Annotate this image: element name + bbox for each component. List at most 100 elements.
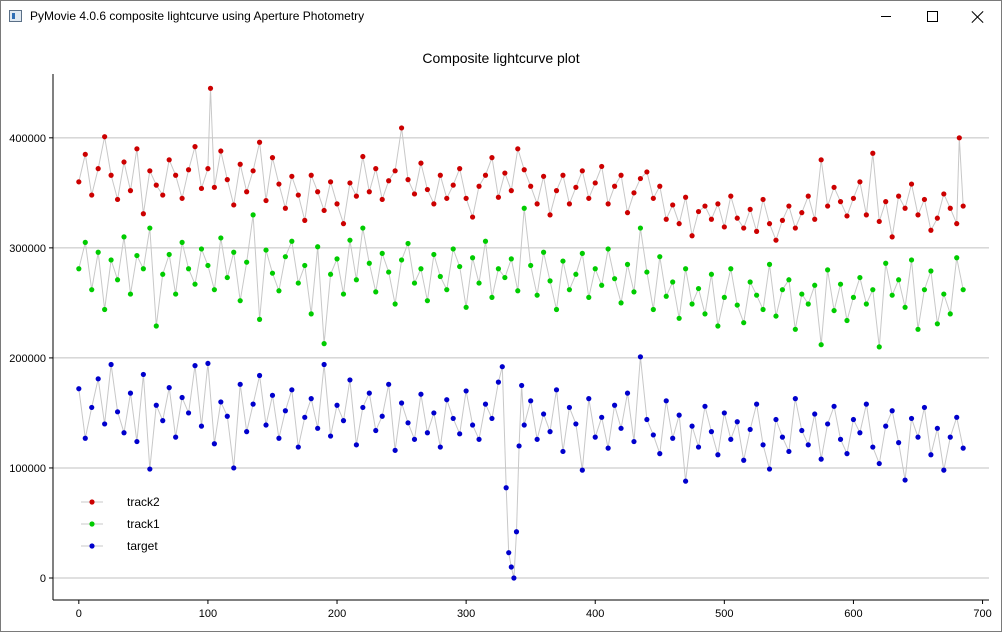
track2-point — [489, 155, 495, 161]
track1-point — [812, 282, 818, 288]
target-point — [308, 396, 314, 402]
track1-point — [153, 323, 159, 329]
track2-point — [353, 193, 359, 199]
track1-point — [586, 294, 592, 300]
target-point — [379, 413, 385, 419]
track1-point — [198, 246, 205, 252]
track1-point — [244, 259, 250, 265]
track1-point — [741, 320, 747, 326]
minimize-button[interactable] — [863, 1, 909, 32]
track2-point — [237, 161, 243, 167]
target-point — [818, 456, 824, 462]
track1-point — [670, 279, 676, 285]
track2-point — [818, 157, 824, 163]
track2-point — [928, 227, 934, 233]
track1-point — [566, 287, 573, 293]
target-point — [256, 372, 263, 379]
track1-point — [76, 266, 82, 272]
track1-point — [941, 291, 947, 297]
track2-point — [708, 216, 715, 222]
track1-point — [850, 294, 857, 300]
track1-point — [334, 256, 340, 262]
track2-point — [657, 183, 663, 189]
target-point — [263, 422, 269, 428]
track2-point — [825, 203, 831, 209]
track1-point — [773, 313, 779, 319]
target-point — [173, 434, 179, 440]
track1-point — [934, 321, 940, 327]
y-tick-label: 100000 — [9, 463, 46, 475]
track2-point — [276, 181, 282, 187]
track2-point — [315, 189, 321, 195]
target-series-line — [78, 356, 964, 579]
track2-point — [534, 201, 540, 207]
track2-point — [754, 228, 760, 234]
track1-point — [114, 277, 121, 283]
track2-point — [166, 157, 172, 163]
track2-point — [334, 201, 340, 207]
target-point — [76, 386, 82, 392]
target-point — [516, 443, 522, 449]
target-point — [928, 452, 934, 458]
target-point — [644, 416, 650, 423]
track1-point — [95, 249, 101, 255]
track1-point — [870, 287, 876, 293]
x-tick-label: 500 — [715, 608, 733, 620]
track2-point — [379, 196, 385, 203]
target-point — [469, 422, 476, 428]
target-point — [825, 421, 831, 427]
title-bar[interactable]: PyMovie 4.0.6 composite lightcurve using… — [1, 1, 1001, 32]
track1-point — [185, 266, 192, 272]
track1-point — [657, 254, 663, 260]
track1-point — [560, 258, 566, 264]
target-point — [786, 448, 792, 455]
track1-point — [954, 255, 960, 261]
track2-point — [102, 134, 108, 140]
pymovie-app-icon[interactable] — [9, 10, 22, 22]
target-point — [153, 402, 159, 408]
track2-point — [82, 151, 88, 157]
target-point — [805, 442, 811, 448]
track1-point — [411, 280, 418, 286]
target-point — [831, 403, 837, 409]
close-button[interactable] — [955, 1, 1001, 32]
track2-point — [302, 217, 308, 223]
plot-widget[interactable]: Composite lightcurve plot 0 100000 200000 3… — [1, 32, 1001, 631]
track2-point — [857, 179, 863, 185]
track2-point — [812, 216, 818, 222]
track2-point — [870, 150, 876, 156]
target-point — [114, 409, 121, 415]
target-point — [540, 411, 547, 417]
track2-point — [586, 195, 592, 201]
track1-point — [612, 276, 618, 282]
track2-point — [444, 195, 450, 201]
track1-point — [818, 342, 824, 348]
track2-point — [844, 213, 850, 219]
track1-point — [779, 287, 786, 293]
target-point — [934, 425, 940, 431]
maximize-button[interactable] — [909, 1, 955, 32]
track2-point — [540, 173, 547, 179]
x-tick-label: 300 — [457, 608, 475, 620]
y-tick-label: 200000 — [9, 353, 46, 365]
track2-point — [192, 144, 198, 150]
track1-point — [276, 288, 282, 294]
target-point — [599, 414, 605, 420]
track2-point — [876, 218, 882, 225]
track2-point — [127, 188, 134, 194]
target-point — [366, 390, 372, 396]
track1-point — [502, 274, 508, 281]
legend-marker — [89, 543, 95, 549]
target-point — [513, 529, 520, 535]
track2-point — [185, 167, 192, 173]
target-point — [134, 438, 140, 445]
track2-point — [612, 183, 618, 189]
lightcurve-plot[interactable]: 0 100000 200000 300000 400000 0 100 200 300 400 50… — [1, 32, 1001, 631]
track1-point — [295, 280, 301, 286]
target-point — [889, 408, 895, 414]
target-point — [499, 364, 505, 370]
track1-point — [786, 277, 792, 283]
track2-point — [792, 225, 798, 231]
track1-point — [754, 292, 760, 298]
target-point — [921, 404, 928, 411]
